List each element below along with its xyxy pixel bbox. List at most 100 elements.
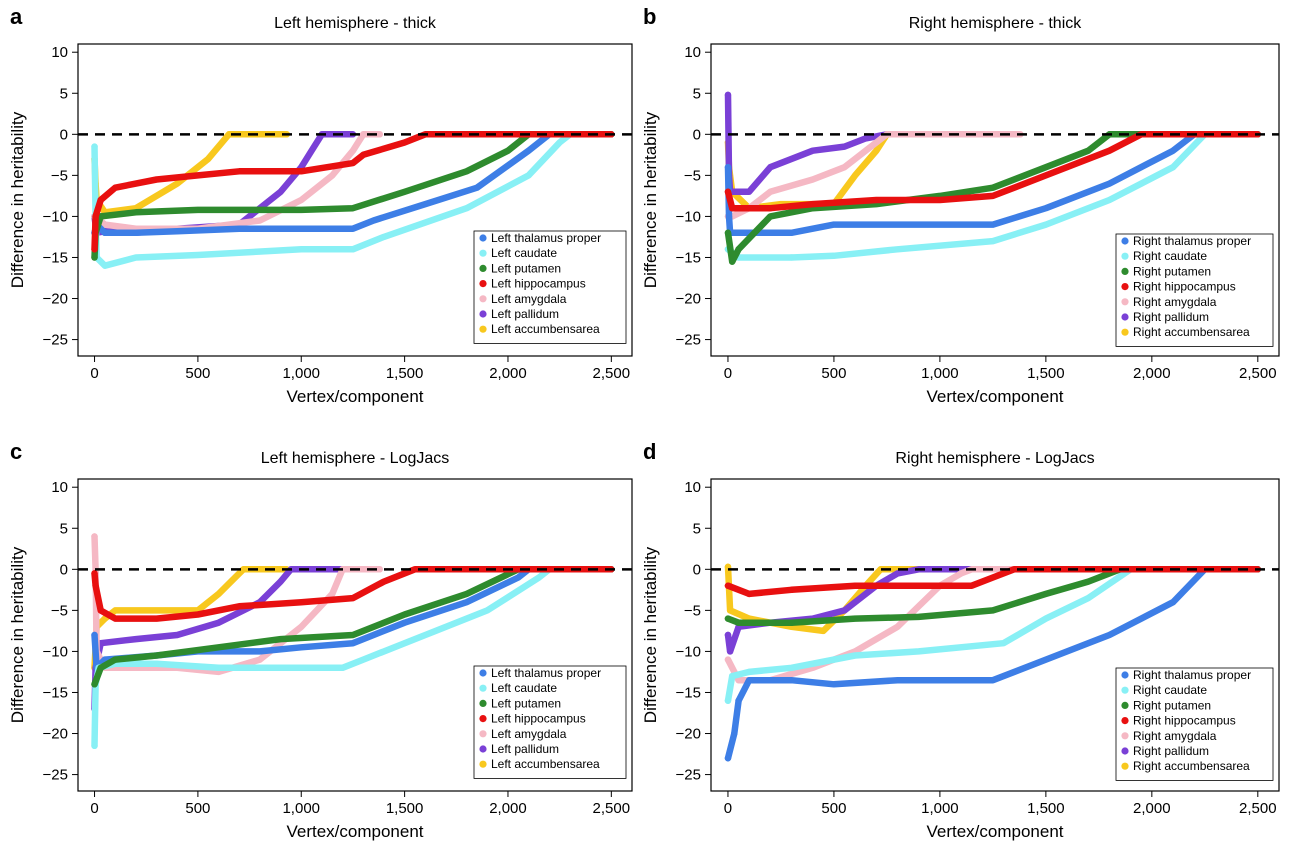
panel-b: b Right hemisphere - thick 10 5 0 −5 −10 −15 −20… [641,4,1280,406]
y-tick-label: −15 [43,684,68,701]
x-tick-label: 2,000 [1133,365,1171,382]
panel-d: d Right hemisphere - LogJacs 10 5 0 −5 −10 −15 −… [641,439,1280,841]
legend-label: Right amygdala [1133,729,1217,743]
legend-label: Right hippocampus [1133,280,1236,294]
data-point [724,656,732,663]
data-point [724,91,732,99]
y-tick-label: 10 [51,44,68,61]
data-point [735,246,742,253]
y-axis-label: Difference in heritability [641,546,660,723]
series-line [91,566,615,688]
legend-label: Left accumbensarea [491,322,600,336]
y-tick-label: −5 [684,167,701,184]
series-line [724,131,1262,212]
data-point [724,582,732,589]
x-tick-label: 1,500 [386,800,424,817]
legend-marker [1121,732,1129,740]
y-tick-label: 10 [51,479,68,496]
data-point [724,188,732,195]
data-point [97,196,104,204]
series-group [724,563,1262,762]
series-line [91,566,615,622]
legend-marker [1121,237,1129,245]
legend-label: Left caudate [491,246,557,260]
x-tick-label: 1,000 [921,800,959,817]
y-tick-label: −5 [51,602,68,619]
legend-marker [1121,267,1129,275]
data-point [91,742,98,750]
x-tick-label: 1,500 [386,365,424,382]
x-axis-label: Vertex/component [286,387,423,406]
data-point [91,681,98,688]
data-point [97,664,104,672]
legend-marker [1121,283,1129,291]
series-line [91,131,615,237]
data-point [731,730,738,737]
series-line [91,566,291,672]
y-tick-label: 10 [684,479,701,496]
x-tick-label: 2,500 [593,365,631,382]
y-tick-label: −10 [43,208,68,225]
y-tick-label: −25 [676,332,701,349]
data-point [726,607,734,614]
x-tick-label: 500 [821,800,846,817]
legend-label: Right pallidum [1133,310,1209,324]
legend-box [1115,233,1274,347]
data-point [788,586,795,594]
data-point [788,619,795,626]
legend-marker [479,730,487,738]
y-tick-label: 5 [693,520,701,537]
legend-marker [1121,252,1129,260]
x-tick-label: 1,000 [282,365,320,382]
x-tick-label: 1,500 [1027,365,1065,382]
data-point [767,205,774,212]
series-group [91,131,615,269]
legend-label: Left pallidum [491,742,559,756]
legend-box [473,230,627,344]
panel-letter-c: c [10,439,22,464]
legend-marker [1121,717,1129,725]
legend-label: Left putamen [491,261,561,275]
series-group [724,91,1262,265]
x-tick-label: 500 [185,365,210,382]
data-point [91,246,98,253]
legend-marker [1121,328,1129,336]
legend-marker [479,325,487,333]
legend-box [473,665,627,779]
data-point [735,697,742,704]
legend-marker [479,684,487,692]
y-tick-label: 0 [693,561,701,578]
y-tick-label: −5 [684,602,701,619]
series-line [724,566,997,655]
x-axis-label: Vertex/component [286,822,423,841]
x-tick-label: 500 [185,800,210,817]
series-line [724,566,1262,598]
legend-label: Right putamen [1133,264,1211,278]
x-tick-label: 2,500 [593,800,631,817]
data-point [745,590,753,598]
panel-c: c Left hemisphere - LogJacs 10 5 0 −5 −10 −15 −2… [8,439,633,841]
y-axis-label: Difference in heritability [8,546,27,723]
legend-label: Left amygdala [491,727,567,741]
y-tick-label: 5 [693,85,701,102]
data-point [735,619,742,626]
x-tick-label: 500 [821,365,846,382]
legend-label: Left hippocampus [491,277,586,291]
plot-frame [77,43,633,357]
y-tick-label: −20 [676,726,701,743]
series-line [724,131,1262,261]
x-axis-label: Vertex/component [926,822,1063,841]
legend-label: Left pallidum [491,307,559,321]
x-tick-label: 1,500 [1027,800,1065,817]
x-tick-label: 0 [90,365,98,382]
legend-label: Left thalamus proper [491,231,601,245]
panel-title: Right hemisphere - thick [909,15,1083,32]
y-tick-label: −15 [676,249,701,266]
data-point [101,229,109,237]
x-tick-label: 2,000 [489,800,527,817]
legend-marker [479,234,487,242]
x-tick-label: 2,000 [489,365,527,382]
legend-marker [1121,671,1129,679]
